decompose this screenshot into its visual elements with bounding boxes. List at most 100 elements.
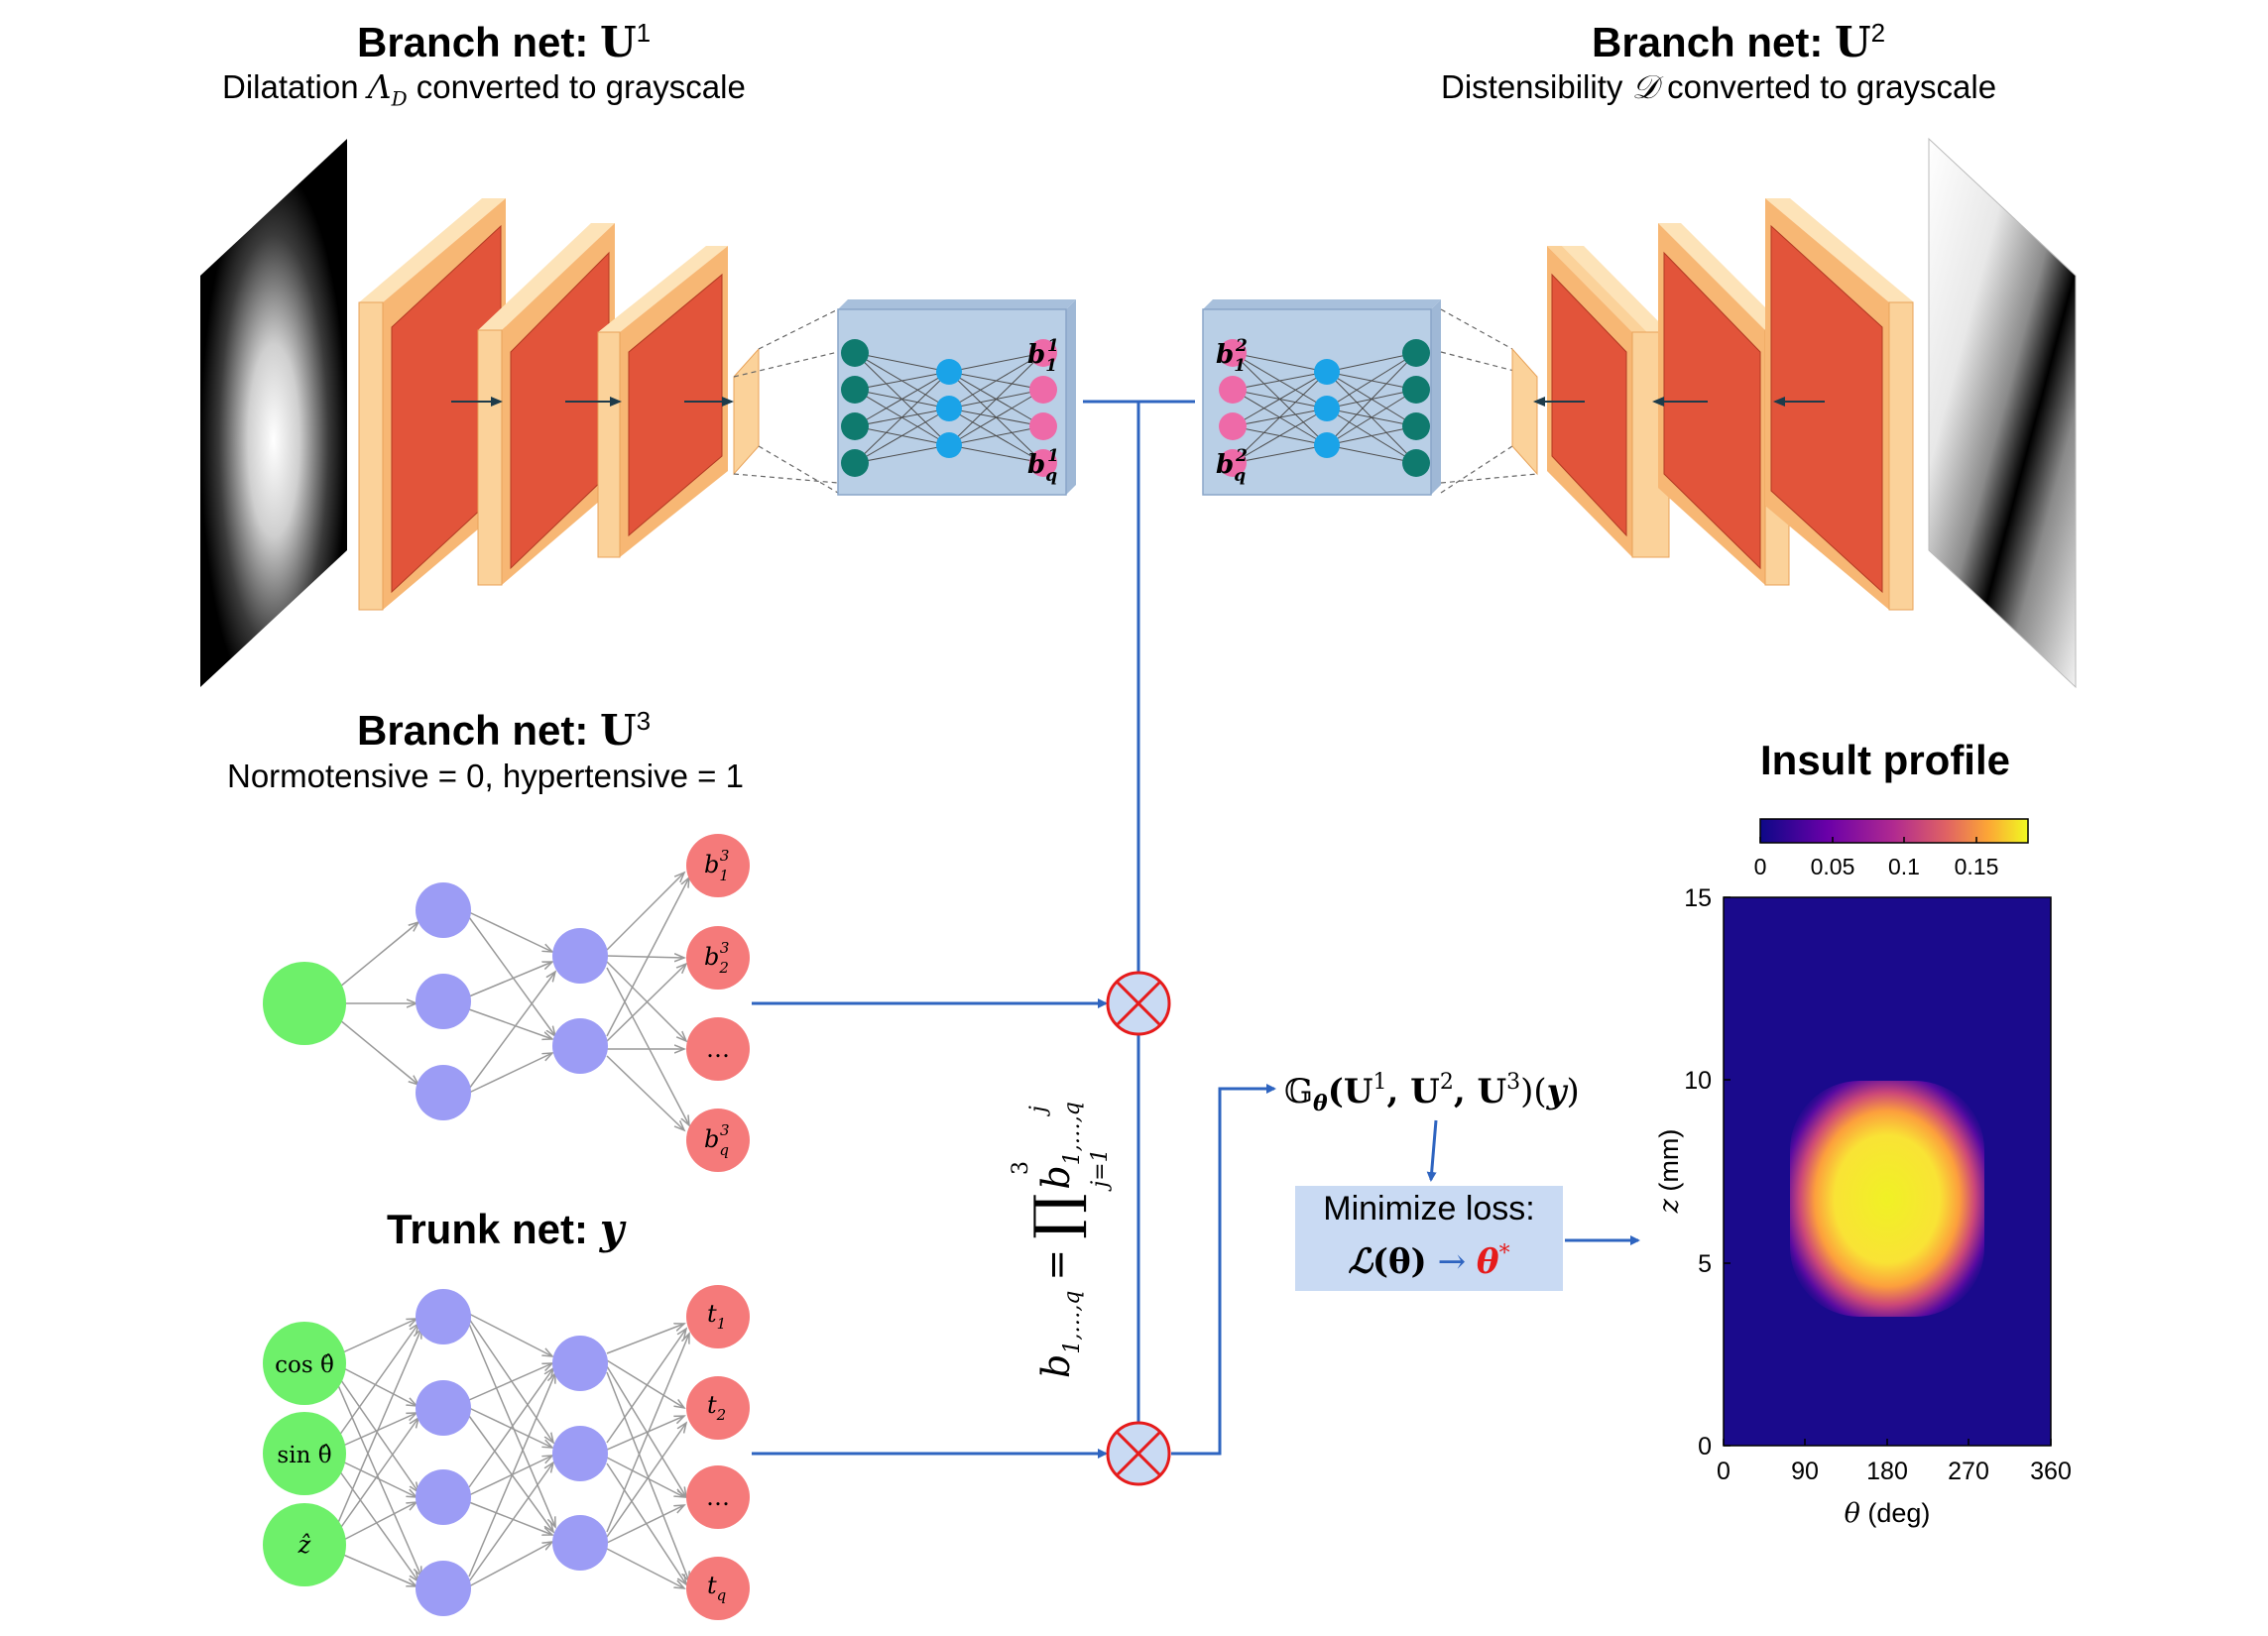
x-tick: 360 bbox=[2030, 1458, 2072, 1485]
branch1-title: Branch net: U1 bbox=[357, 18, 652, 66]
trunk-input-node bbox=[263, 1412, 346, 1495]
branch3-hidden-node bbox=[552, 928, 608, 984]
branch3-hidden-node bbox=[552, 1018, 608, 1074]
fc1-output-node bbox=[1029, 376, 1057, 404]
svg-text:j=1: j=1 bbox=[1088, 1148, 1113, 1192]
product-formula: b1,…,q=∏b1,…,q j 3 j=1 bbox=[1009, 1102, 1113, 1378]
fc2-output-node bbox=[1219, 412, 1247, 440]
trunk-hidden-node bbox=[416, 1469, 471, 1525]
trunk-hidden-node bbox=[416, 1380, 471, 1436]
multiply-node-2 bbox=[1106, 1421, 1171, 1486]
trunk-output-node bbox=[686, 1376, 750, 1440]
branch1-subtitle: Dilatation ΛD converted to grayscale bbox=[222, 67, 746, 111]
fc1-output-node bbox=[1029, 412, 1057, 440]
trunk-output-node bbox=[686, 1285, 750, 1348]
connection-arrows bbox=[752, 400, 1640, 1459]
fc1-out-label-top: b11 bbox=[1027, 336, 1059, 376]
fc2-input-node bbox=[1402, 339, 1430, 367]
trunk-input-node bbox=[263, 1503, 346, 1586]
y-tick: 10 bbox=[1684, 1067, 1712, 1095]
fc2-input-node bbox=[1402, 412, 1430, 440]
colorbar-tick: 0 bbox=[1754, 854, 1767, 879]
colorbar-tick: 0.1 bbox=[1888, 854, 1920, 879]
fc1-output-node bbox=[1029, 339, 1057, 367]
trunk-hidden-node bbox=[552, 1336, 608, 1391]
branch1-conv-block-2 bbox=[477, 223, 615, 586]
branch3-output-node bbox=[686, 834, 750, 897]
svg-text:b1,…,q=∏b1,…,q: b1,…,q=∏b1,…,q bbox=[1021, 1102, 1089, 1378]
y-axis-label: z (mm) bbox=[1654, 1129, 1685, 1215]
fc2-hidden-node bbox=[1314, 359, 1340, 385]
branch1-input-image bbox=[200, 139, 347, 687]
branch1-conv-block-1 bbox=[358, 198, 506, 611]
branch2-cnn: b12 bq2 bbox=[1202, 137, 2077, 689]
branch2-fc-box: b12 bq2 bbox=[1202, 299, 1441, 496]
svg-text:3: 3 bbox=[1009, 1161, 1033, 1175]
branch1-fc-box: b11 bq1 bbox=[837, 299, 1076, 496]
trunk-output-label: … bbox=[706, 1483, 730, 1511]
branch1-cnn: b11 bq1 bbox=[200, 139, 1076, 687]
fc1-output-node bbox=[1029, 449, 1057, 477]
branch1-feature-map bbox=[733, 347, 760, 476]
branch3-input-node bbox=[263, 962, 346, 1045]
insult-profile-plot: 0 0.05 0.1 0.15 0 90 180 270 360 0 5 10 … bbox=[1654, 818, 2072, 1529]
operator-expression: 𝔾θ(U1, U2, U3)(y) bbox=[1284, 1070, 1580, 1116]
branch2-conv-block-3 bbox=[1547, 246, 1670, 558]
trunk-output-label: t1 bbox=[707, 1300, 726, 1333]
x-tick: 90 bbox=[1791, 1458, 1819, 1485]
fc1-hidden-node bbox=[936, 359, 962, 385]
x-axis-label: θ (deg) bbox=[1845, 1498, 1931, 1529]
branch3-output-node bbox=[686, 1017, 750, 1081]
y-tick: 0 bbox=[1698, 1433, 1712, 1461]
fc1-input-node bbox=[841, 412, 869, 440]
trunk-input-label: sin θ̂ bbox=[277, 1443, 331, 1468]
branch2-subtitle: Distensibility 𝒟 converted to grayscale bbox=[1441, 67, 1997, 106]
colorbar bbox=[1759, 818, 2029, 844]
fc1-input-node bbox=[841, 449, 869, 477]
trunk-output-label: tq bbox=[707, 1572, 726, 1604]
fc2-out-label-bottom: bq2 bbox=[1216, 446, 1248, 486]
trunk-title: Trunk net: y bbox=[387, 1205, 625, 1253]
trunk-hidden-node bbox=[552, 1426, 608, 1481]
branch3-network: b13 b23 … bq3 bbox=[263, 834, 750, 1172]
insult-profile-title: Insult profile bbox=[1760, 737, 2010, 783]
fc2-hidden-node bbox=[1314, 396, 1340, 421]
x-tick: 180 bbox=[1866, 1458, 1908, 1485]
fc2-output-node bbox=[1219, 339, 1247, 367]
branch3-output-label: b23 bbox=[704, 939, 729, 977]
fc1-hidden-node bbox=[936, 396, 962, 421]
trunk-input-label: cos θ̂ bbox=[275, 1352, 334, 1378]
y-tick: 15 bbox=[1684, 884, 1712, 912]
fc1-out-label-bottom: bq1 bbox=[1027, 446, 1059, 486]
fc1-hidden-node bbox=[936, 432, 962, 458]
trunk-hidden-node bbox=[416, 1289, 471, 1344]
fc2-input-node bbox=[1402, 376, 1430, 404]
trunk-output-node bbox=[686, 1465, 750, 1529]
branch3-hidden-node bbox=[416, 974, 471, 1029]
svg-text:j: j bbox=[1026, 1106, 1051, 1117]
x-tick: 0 bbox=[1717, 1458, 1731, 1485]
trunk-network: cos θ̂ sin θ̂ ẑ t1 t2 … tq bbox=[263, 1285, 750, 1620]
fc2-input-node bbox=[1402, 449, 1430, 477]
branch3-output-label: b13 bbox=[704, 847, 729, 884]
branch3-title: Branch net: U3 bbox=[357, 706, 652, 755]
colorbar-tick: 0.05 bbox=[1811, 854, 1855, 879]
fc1-input-node bbox=[841, 376, 869, 404]
loss-box: Minimize loss: ℒ(θ) → θ* bbox=[1295, 1186, 1563, 1291]
trunk-input-label: ẑ bbox=[298, 1531, 311, 1559]
y-tick: 5 bbox=[1698, 1250, 1712, 1278]
fc2-output-node bbox=[1219, 376, 1247, 404]
trunk-output-label: t2 bbox=[707, 1391, 726, 1424]
x-tick: 270 bbox=[1948, 1458, 1989, 1485]
trunk-input-node bbox=[263, 1322, 346, 1405]
loss-expression: ℒ(θ) → θ* bbox=[1348, 1241, 1510, 1282]
branch2-feature-map bbox=[1511, 347, 1538, 476]
branch3-hidden-node bbox=[416, 1065, 471, 1120]
fc2-output-node bbox=[1219, 449, 1247, 477]
branch3-output-node bbox=[686, 926, 750, 990]
branch3-hidden-node bbox=[416, 882, 471, 938]
multiply-node-1 bbox=[1106, 971, 1171, 1036]
fc2-out-label-top: b12 bbox=[1216, 336, 1248, 376]
branch2-title: Branch net: U2 bbox=[1592, 18, 1886, 66]
